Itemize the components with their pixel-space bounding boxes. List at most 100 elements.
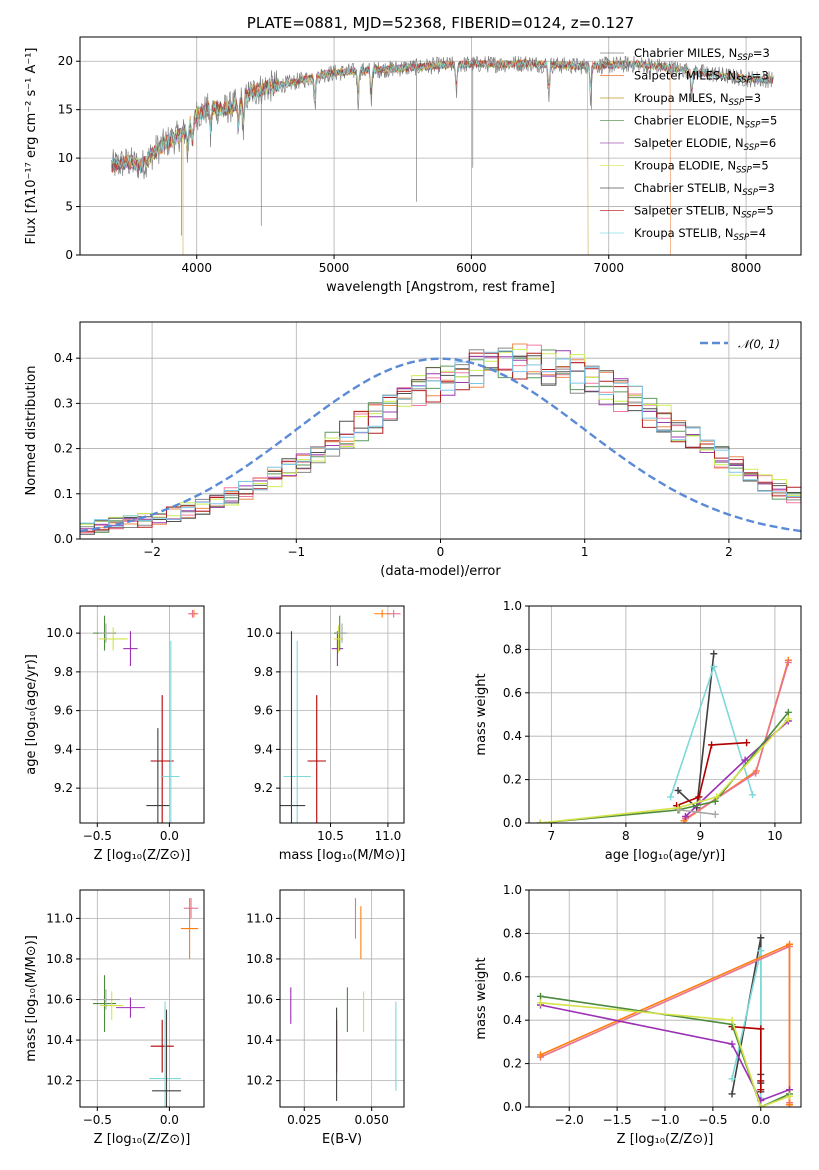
y-tick-label: 0.1 (54, 487, 73, 501)
weight-point-marker (536, 999, 544, 1007)
legend-entry-value: =5 (752, 159, 769, 173)
weight-vs-metallicity-panel: −2.0 −1.5 −1.0 −0.5 0.0 0.0 0.2 0.4 0.6 0.8 1.0 Z [… (474, 883, 802, 1147)
legend-entry-name: Chabrier STELIB, N (634, 181, 742, 195)
x-tick-label: −0.5 (83, 829, 112, 843)
weight-point-marker (786, 940, 794, 948)
y-tick-label: 9.4 (54, 742, 73, 756)
legend-entry-sub: SSP (734, 233, 750, 243)
weight-series-line (676, 741, 747, 807)
weight-point-marker (710, 663, 718, 671)
legend-entry-name: Kroupa STELIB, N (634, 226, 734, 240)
x-tick-label: 11.0 (375, 829, 402, 843)
y-tick-label: 9.4 (254, 742, 273, 756)
axes-frame (279, 605, 405, 824)
weight-point-marker (676, 806, 684, 814)
y-tick-label: 0.3 (54, 396, 73, 410)
x-tick-label: −1 (287, 545, 305, 559)
x-tick-label: 0.050 (354, 1113, 388, 1127)
x-tick-label: −2.0 (555, 1113, 584, 1127)
legend-entry: Chabrier MILES, NSSP=3 (634, 46, 770, 63)
weight-point-marker (711, 810, 719, 818)
legend-entry-sub: SSP (737, 53, 753, 63)
weight-series-line (679, 809, 716, 816)
legend-entry-sub: SSP (742, 188, 758, 198)
y-tick-label: 9.6 (54, 704, 73, 718)
weight-point-marker (713, 793, 721, 801)
x-tick-label: 0.025 (287, 1113, 321, 1127)
weight-point-marker (728, 1090, 736, 1098)
spectrum-series-line (182, 59, 589, 255)
grid-lines (80, 890, 204, 1107)
x-axis-label: Z [log₁₀(Z/Z⊙)] (617, 1132, 714, 1147)
x-tick-label: 4000 (181, 261, 212, 275)
legend-entry: Kroupa STELIB, NSSP=4 (634, 226, 766, 243)
legend: 𝒩(0, 1) (700, 337, 780, 351)
mass-vs-ebv-panel: 0.025 0.050 10.2 10.4 10.6 10.8 11.0 E(B-V) (246, 889, 405, 1147)
y-tick-label: 1.0 (503, 883, 522, 897)
weight-point-marker (757, 1025, 765, 1033)
x-tick-label: −1.0 (650, 1113, 679, 1127)
grid-lines (80, 606, 204, 823)
histogram-step-line (80, 352, 801, 532)
weight-point-marker (708, 741, 716, 749)
x-tick-label: 5000 (319, 261, 350, 275)
y-tick-label: 0.6 (503, 686, 522, 700)
x-tick-label: 0.0 (160, 1113, 179, 1127)
legend-entry-name: Kroupa ELODIE, N (634, 159, 736, 173)
weight-point-marker (728, 1016, 736, 1024)
x-tick-label: 9 (697, 829, 705, 843)
y-tick-label: 10.0 (246, 626, 273, 640)
plot-area (536, 650, 792, 823)
y-tick-label: 11.0 (46, 911, 73, 925)
legend-entry-sub: SSP (741, 211, 757, 221)
y-axis-label: Normed distribution (24, 366, 39, 496)
x-tick-label: −0.5 (83, 1113, 112, 1127)
legend-entry-name: Kroupa MILES, N (634, 91, 729, 105)
weight-point-marker (536, 1051, 544, 1059)
weight-point-marker (536, 819, 544, 823)
legend-entry: Kroupa ELODIE, NSSP=5 (634, 159, 769, 176)
weight-series-line (677, 653, 715, 810)
y-tick-label: 20 (58, 54, 73, 68)
y-tick-label: 9.2 (254, 781, 273, 795)
y-tick-label: 0.8 (503, 926, 522, 940)
weight-point-marker (784, 715, 792, 723)
y-tick-label: 0.0 (503, 816, 522, 830)
x-tick-label: 0 (437, 545, 445, 559)
y-tick-label: 0.2 (503, 773, 522, 787)
y-tick-label: 10.6 (46, 993, 73, 1007)
x-tick-label: −0.5 (698, 1113, 727, 1127)
weight-point-marker (757, 1086, 765, 1094)
x-axis-label: wavelength [Angstrom, rest frame] (326, 280, 555, 295)
legend-entry-value: =5 (757, 204, 774, 218)
weight-point-marker (749, 791, 757, 799)
y-tick-label: 0.2 (503, 1057, 522, 1071)
weight-series-line (731, 1025, 762, 1090)
plot-area (92, 609, 199, 823)
x-tick-label: −2 (143, 545, 161, 559)
legend-entry: Kroupa MILES, NSSP=3 (634, 91, 761, 108)
residual-histogram-panel: −2 −1 0 1 2 0.0 0.1 0.2 0.3 0.4 (data-model)/error… (24, 321, 802, 579)
y-tick-label: 10.0 (46, 626, 73, 640)
y-tick-label: 10.2 (46, 1074, 73, 1088)
x-axis-label: Z [log₁₀(Z/Z⊙)] (94, 848, 191, 863)
spectrum-panel: 4000 5000 6000 7000 8000 0 5 10 15 20 wavelength [… (24, 14, 802, 295)
legend-entry: Chabrier STELIB, NSSP=3 (634, 181, 775, 198)
grid-lines (280, 890, 404, 1107)
histogram-step-line (80, 350, 801, 528)
y-tick-label: 1.0 (503, 599, 522, 613)
plot-area (536, 934, 794, 1107)
y-tick-label: 9.8 (54, 665, 73, 679)
y-tick-label: 10.2 (246, 1074, 273, 1088)
weight-point-marker (784, 708, 792, 716)
weight-point-marker (667, 793, 675, 801)
legend-entry: Salpeter STELIB, NSSP=5 (634, 204, 774, 221)
legend-entry-sub: SSP (745, 121, 761, 131)
weight-series-line (669, 664, 754, 798)
legend-entry-sub: SSP (736, 166, 752, 176)
legend-entry: Salpeter ELODIE, NSSP=6 (634, 136, 776, 153)
legend-entry-value: =4 (749, 226, 766, 240)
plot-area (80, 343, 801, 535)
